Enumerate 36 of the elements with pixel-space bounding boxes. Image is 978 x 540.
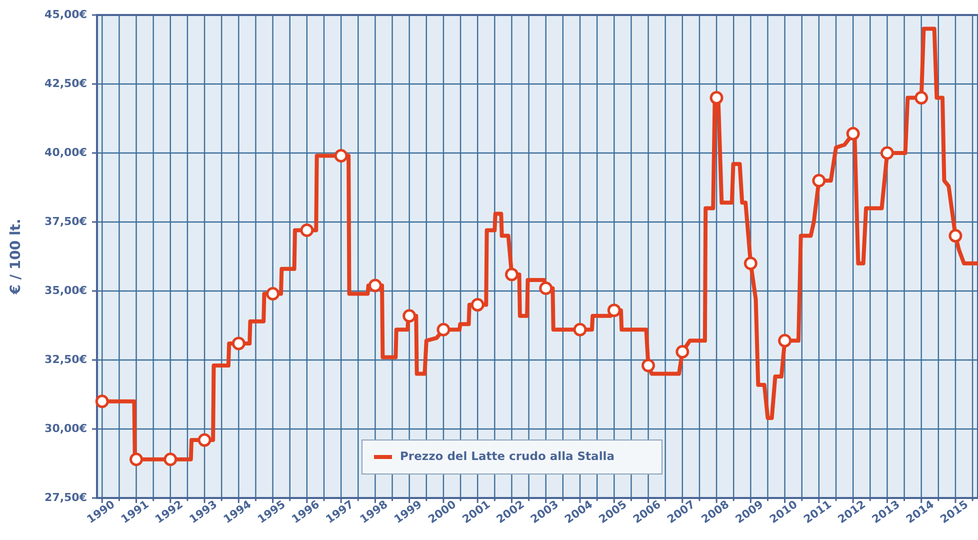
point <box>470 298 484 312</box>
y-tick-label: 32,50€ <box>44 353 87 366</box>
point <box>744 256 758 270</box>
point <box>436 322 450 336</box>
point <box>778 334 792 348</box>
point <box>232 336 246 350</box>
point <box>402 309 416 323</box>
point <box>607 304 621 318</box>
y-tick-label: 45,00€ <box>44 8 87 22</box>
y-tick-label: 37,50€ <box>44 215 87 228</box>
y-tick-label: 40,00€ <box>44 146 87 160</box>
y-tick-label: 42,50€ <box>44 77 87 90</box>
point <box>710 91 724 105</box>
legend-label: Prezzo del Latte crudo alla Stalla <box>400 449 614 464</box>
y-tick-label: 30,00€ <box>44 422 87 436</box>
point <box>676 344 690 358</box>
point <box>198 433 212 447</box>
point <box>948 229 962 243</box>
point <box>914 91 928 105</box>
point <box>266 287 280 301</box>
point <box>334 149 348 163</box>
point <box>642 358 656 372</box>
point <box>164 452 178 466</box>
point <box>130 452 144 466</box>
point <box>846 126 860 140</box>
point <box>539 281 553 295</box>
point <box>812 174 826 188</box>
y-tick-label: 27,50€ <box>44 491 87 504</box>
point <box>300 224 314 238</box>
point <box>504 268 518 282</box>
y-axis-title: € / 100 lt. <box>8 218 24 296</box>
point <box>573 322 587 336</box>
point <box>95 394 109 408</box>
point <box>368 278 382 292</box>
point <box>880 146 894 160</box>
y-tick-label: 35,00€ <box>44 284 87 298</box>
